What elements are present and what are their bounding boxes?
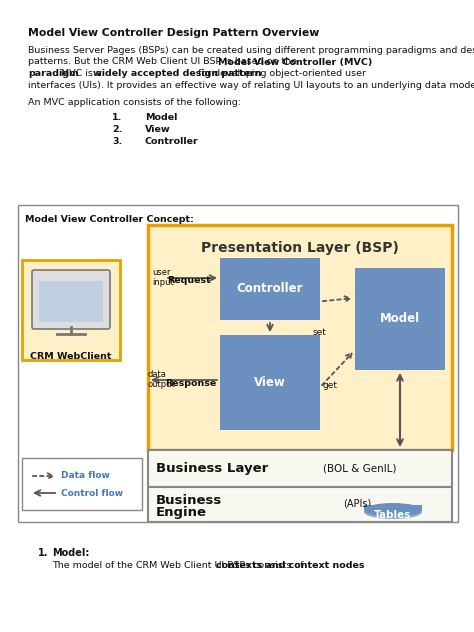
Text: 1.: 1. xyxy=(112,114,122,123)
Text: 2.: 2. xyxy=(112,125,122,134)
Text: user
input: user input xyxy=(152,268,174,288)
Text: get: get xyxy=(323,381,338,390)
FancyBboxPatch shape xyxy=(32,270,110,329)
Bar xyxy=(18,205,458,522)
Text: Model:: Model: xyxy=(52,548,90,558)
Text: Data flow: Data flow xyxy=(61,471,110,480)
Text: Model: Model xyxy=(380,312,420,325)
Text: interfaces (UIs). It provides an effective way of relating UI layouts to an unde: interfaces (UIs). It provides an effecti… xyxy=(28,80,474,90)
Text: Control flow: Control flow xyxy=(61,489,123,497)
Text: data
output: data output xyxy=(148,370,176,389)
Text: patterns. But the CRM Web Client UI BSP is based on the: patterns. But the CRM Web Client UI BSP … xyxy=(28,58,300,66)
Text: Request: Request xyxy=(167,276,211,285)
Text: 1.: 1. xyxy=(38,548,48,558)
Bar xyxy=(148,487,452,522)
Text: widely accepted design pattern: widely accepted design pattern xyxy=(92,69,261,78)
Text: Business Layer: Business Layer xyxy=(156,462,268,475)
Bar xyxy=(220,258,320,320)
Text: Business: Business xyxy=(156,494,222,507)
Text: Model: Model xyxy=(145,114,177,123)
Text: Engine: Engine xyxy=(156,506,207,519)
Text: set: set xyxy=(313,328,327,337)
Ellipse shape xyxy=(364,505,422,519)
Text: for developing object-oriented user: for developing object-oriented user xyxy=(195,69,365,78)
Bar xyxy=(355,268,445,370)
Text: (BOL & GenIL): (BOL & GenIL) xyxy=(323,463,396,473)
Text: Controller: Controller xyxy=(237,283,303,296)
Text: Model View Controller Concept:: Model View Controller Concept: xyxy=(25,215,194,224)
Text: Business Server Pages (BSPs) can be created using different programming paradigm: Business Server Pages (BSPs) can be crea… xyxy=(28,46,474,55)
Text: Tables: Tables xyxy=(374,510,412,520)
Bar xyxy=(220,335,320,430)
Bar xyxy=(148,225,452,450)
Bar xyxy=(364,505,422,510)
Text: Response: Response xyxy=(165,379,216,388)
Bar xyxy=(39,281,103,322)
Text: Model View Controller (MVC): Model View Controller (MVC) xyxy=(219,58,373,66)
Text: (APIs): (APIs) xyxy=(343,499,371,509)
Text: Model View Controller Design Pattern Overview: Model View Controller Design Pattern Ove… xyxy=(28,28,319,38)
Bar xyxy=(22,458,142,510)
Text: . MVC is a: . MVC is a xyxy=(55,69,105,78)
Text: The model of the CRM Web Client UI BSPs consists of: The model of the CRM Web Client UI BSPs … xyxy=(52,561,307,570)
Bar xyxy=(22,260,120,360)
Text: 3.: 3. xyxy=(112,137,122,145)
Text: View: View xyxy=(145,125,171,134)
Ellipse shape xyxy=(364,503,422,517)
Text: CRM WebClient: CRM WebClient xyxy=(30,352,112,361)
Bar xyxy=(148,450,452,487)
Text: contexts and context nodes: contexts and context nodes xyxy=(217,561,365,570)
Text: Controller: Controller xyxy=(145,137,199,145)
Text: View: View xyxy=(254,376,286,389)
Text: Presentation Layer (BSP): Presentation Layer (BSP) xyxy=(201,241,399,255)
Text: An MVC application consists of the following:: An MVC application consists of the follo… xyxy=(28,98,241,107)
Text: paradigm: paradigm xyxy=(28,69,79,78)
